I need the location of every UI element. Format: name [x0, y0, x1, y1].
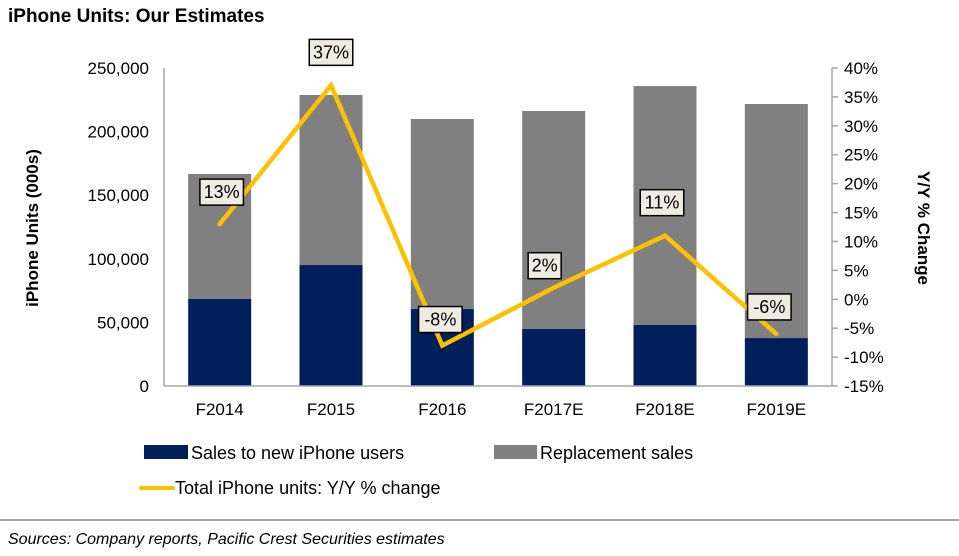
bar-new-users — [522, 329, 586, 386]
y2-tick-label: 5% — [844, 261, 869, 280]
data-label: 11% — [645, 193, 680, 213]
y2-tick-label: 20% — [844, 175, 878, 194]
y-tick-label: 0 — [140, 377, 149, 396]
data-label: 37% — [313, 42, 349, 62]
data-label-box — [199, 178, 245, 206]
y-tick-label: 250,000 — [88, 59, 149, 78]
y-tick-label: 100,000 — [88, 250, 149, 269]
data-label: 2% — [532, 256, 558, 276]
y2-tick-label: -15% — [844, 377, 884, 396]
bar-replacement — [410, 119, 474, 310]
data-label-box — [746, 293, 792, 321]
x-tick-label: F2016 — [418, 400, 466, 419]
source-note: Sources: Company reports, Pacific Crest … — [8, 531, 445, 548]
chart-title: iPhone Units: Our Estimates — [8, 6, 265, 27]
bar-replacement — [299, 94, 363, 266]
data-label-box — [417, 305, 463, 334]
data-label-box — [527, 251, 562, 280]
y2-axis-title: Y/Y % Change — [914, 171, 933, 285]
line-yy-change — [217, 81, 779, 349]
y2-tick-label: 30% — [844, 117, 878, 136]
axes-group: 0 50,000 100,000 150,000 200,000 250,000 -15% -… — [88, 59, 884, 419]
data-labels-group: 13% 37% -8% 2% 11% -6% — [199, 38, 792, 334]
bar-new-users — [744, 338, 808, 386]
y2-tick-label: 0% — [844, 290, 869, 309]
x-tick-label: F2015 — [307, 400, 355, 419]
bar-new-users — [299, 265, 363, 386]
y2-tick-label: 15% — [844, 204, 878, 223]
y2-tick-label: 40% — [844, 59, 878, 78]
bars-group — [188, 86, 808, 386]
x-tick-label: F2014 — [196, 400, 244, 419]
legend-label-new-users: Sales to new iPhone users — [191, 443, 404, 463]
y2-tick-label: 10% — [844, 232, 878, 251]
legend: Sales to new iPhone users Replacement sa… — [139, 443, 693, 498]
legend-swatch-new-users — [144, 445, 188, 459]
y-axis-title: iPhone Units (000s) — [23, 149, 42, 307]
x-tick-label: F2019E — [747, 400, 807, 419]
x-tick-label: F2017E — [524, 400, 584, 419]
data-label: -6% — [753, 297, 785, 317]
y2-tick-label: -5% — [844, 319, 874, 338]
data-label-box — [639, 188, 685, 217]
bar-replacement — [522, 110, 586, 330]
data-label: 13% — [204, 182, 240, 202]
data-label-box — [308, 38, 354, 67]
legend-label-replacement: Replacement sales — [540, 443, 693, 463]
y-tick-label: 150,000 — [88, 186, 149, 205]
line-group — [217, 81, 779, 349]
y2-tick-label: -10% — [844, 348, 884, 367]
y2-tick-label: 25% — [844, 146, 878, 165]
y-tick-label: 200,000 — [88, 123, 149, 142]
y-tick-label: 50,000 — [97, 313, 149, 332]
data-label: -8% — [424, 310, 456, 330]
bar-new-users — [633, 324, 697, 386]
legend-swatch-replacement — [494, 445, 537, 459]
y2-tick-label: 35% — [844, 88, 878, 107]
legend-label-line: Total iPhone units: Y/Y % change — [175, 478, 441, 498]
x-tick-label: F2018E — [635, 400, 695, 419]
bar-new-users — [188, 298, 252, 386]
